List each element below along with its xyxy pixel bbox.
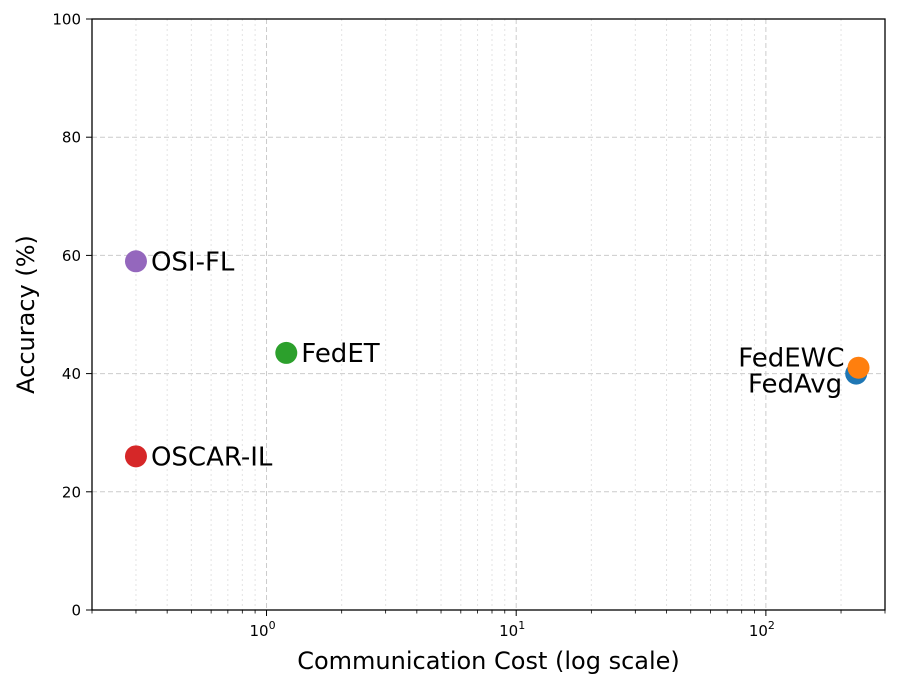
- x-tick-exponent: 2: [768, 619, 775, 632]
- x-tick-exponent: 1: [518, 619, 525, 632]
- y-tick-label: 80: [62, 129, 81, 147]
- point-fedet: [275, 341, 298, 364]
- label-fedavg: FedAvg: [748, 370, 842, 400]
- x-tick-label: 101: [499, 619, 525, 640]
- x-tick-label: 100: [249, 619, 275, 640]
- x-tick-exponent: 0: [269, 619, 276, 632]
- y-tick-label: 40: [62, 365, 81, 383]
- plot-frame: [91, 18, 886, 611]
- point-fedewc: [847, 356, 870, 379]
- data-points: [124, 250, 870, 468]
- y-tick-label: 0: [71, 602, 81, 620]
- x-tick-label: 102: [749, 619, 775, 640]
- label-fedewc: FedEWC: [738, 344, 844, 374]
- label-osi-fl: OSI-FL: [151, 247, 235, 277]
- y-tick-label: 20: [62, 483, 81, 501]
- y-tick-label: 60: [62, 247, 81, 265]
- grid: [91, 19, 886, 610]
- y-axis-label: Accuracy (%): [12, 235, 40, 394]
- label-fedet: FedET: [301, 339, 379, 369]
- point-oscar-il: [124, 445, 147, 468]
- point-osi-fl: [124, 250, 147, 273]
- x-axis-label: Communication Cost (log scale): [297, 647, 680, 675]
- label-oscar-il: OSCAR-IL: [151, 442, 273, 472]
- y-tick-label: 100: [52, 11, 81, 29]
